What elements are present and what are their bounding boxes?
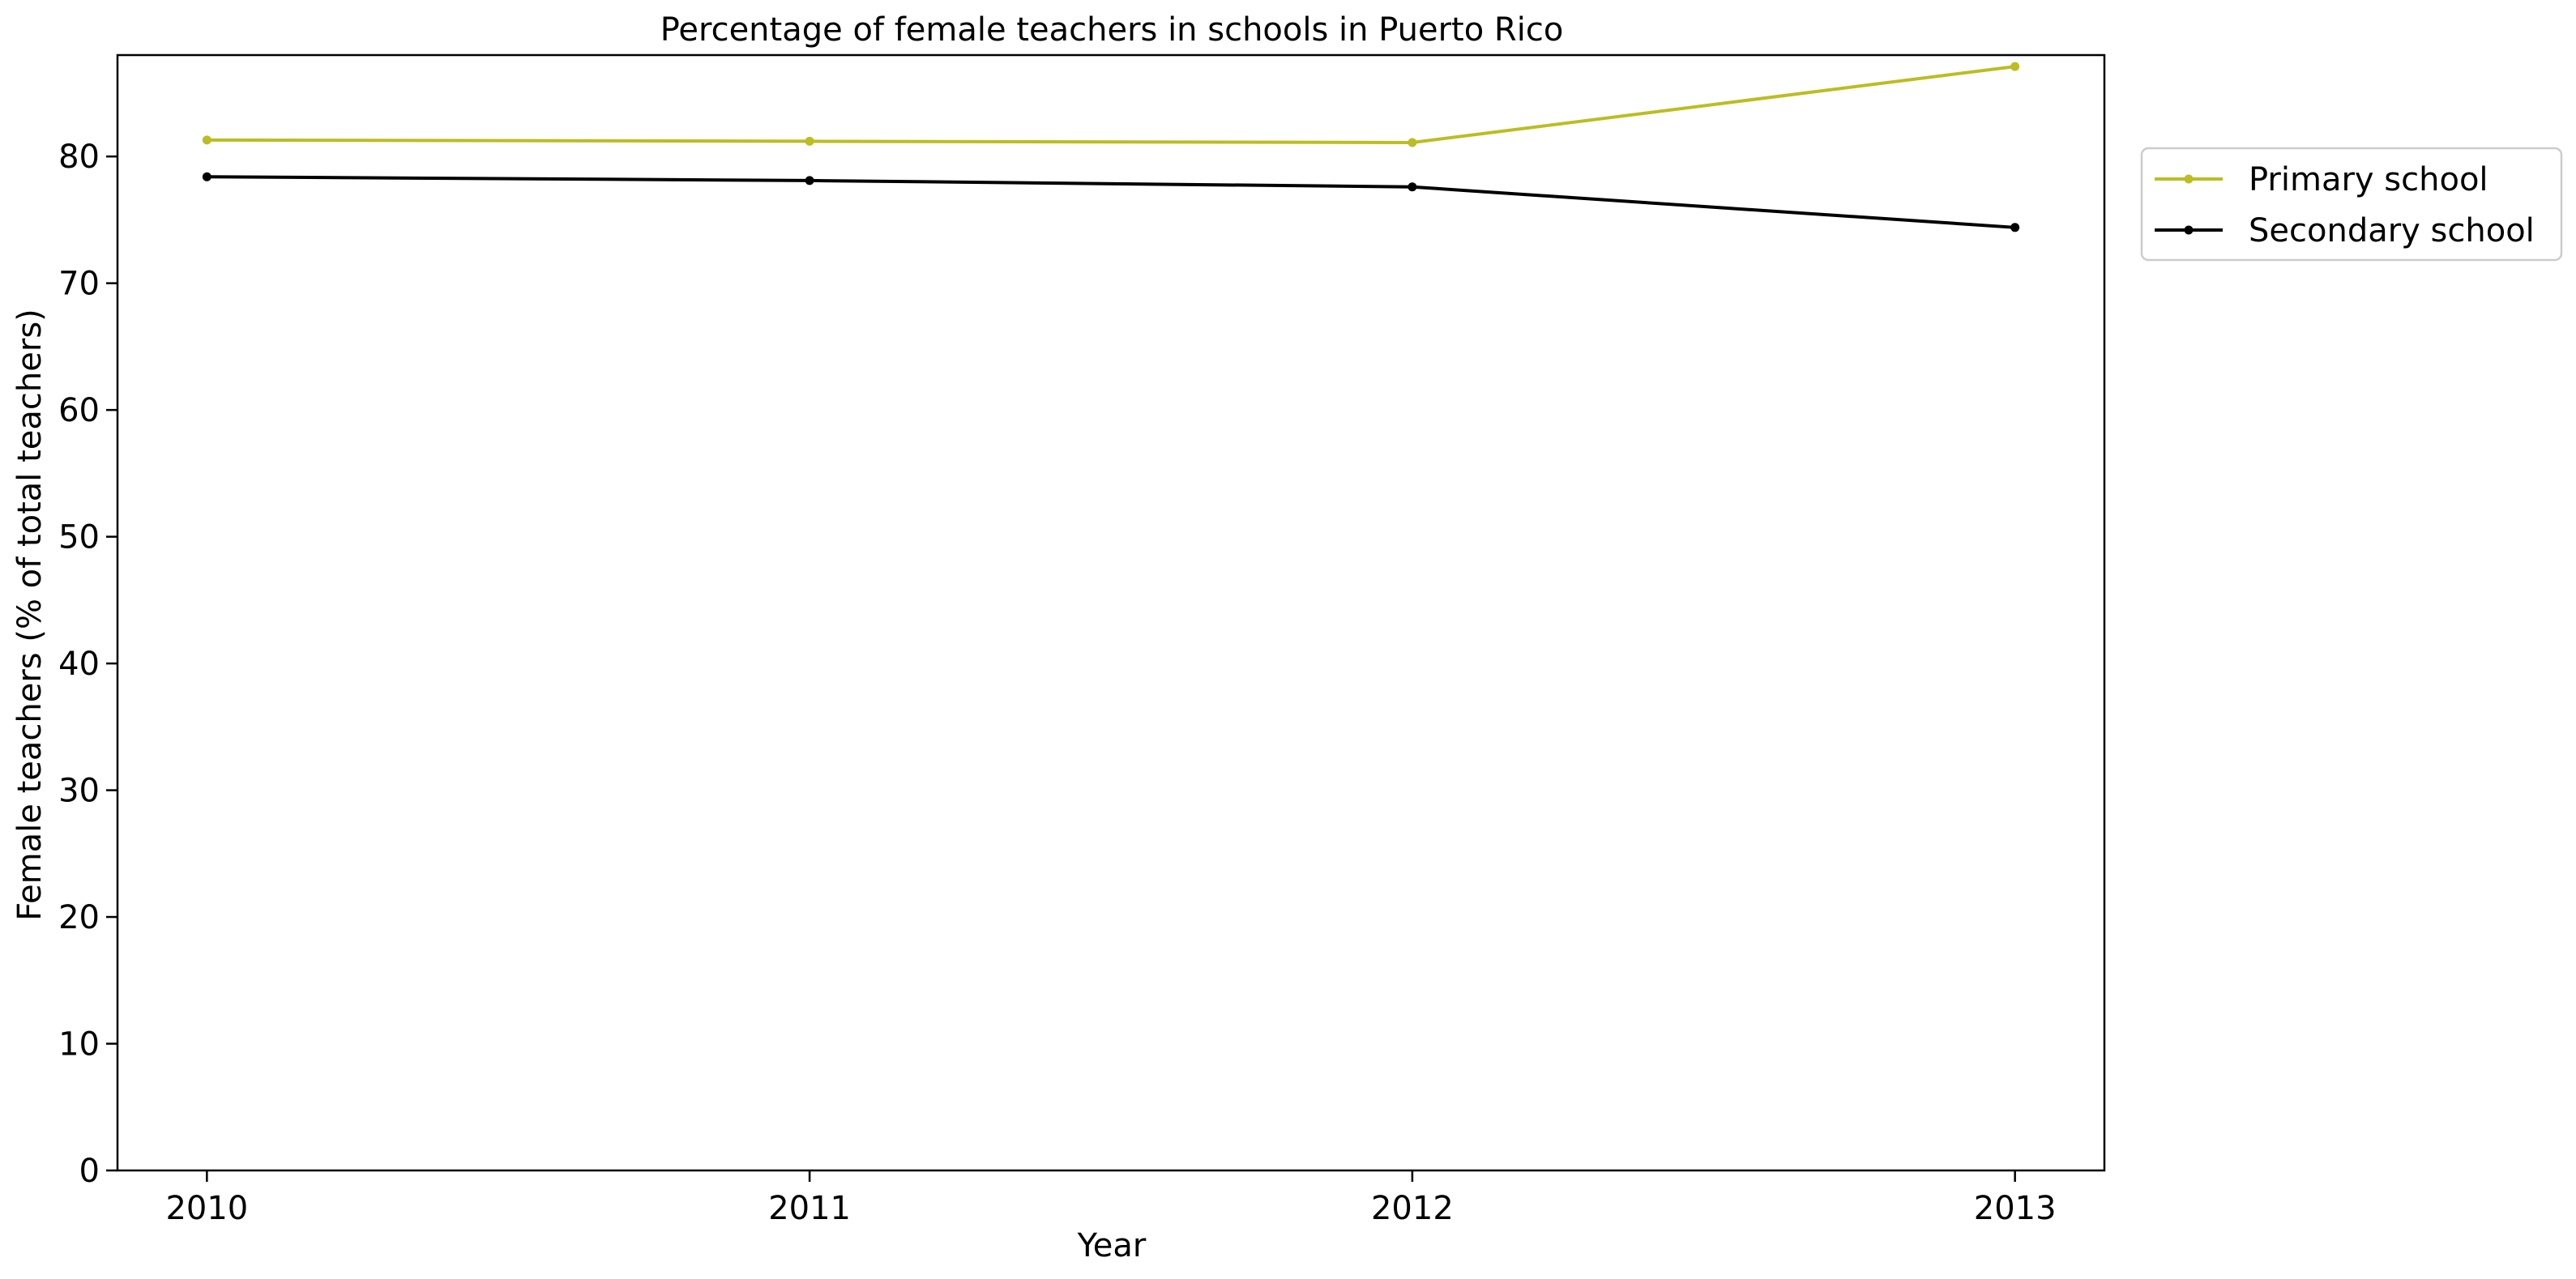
chart-title: Percentage of female teachers in schools… (660, 11, 1564, 49)
plot-frame (116, 53, 2106, 1172)
legend-box (2140, 147, 2563, 262)
data-point (202, 172, 211, 181)
y-tick-label: 10 (58, 1026, 100, 1064)
legend: Primary school Secondary school (2140, 147, 2563, 262)
y-tick-label: 80 (58, 139, 100, 176)
data-point (805, 176, 814, 185)
x-axis: 2010 2011 2012 2013 (165, 1170, 2057, 1227)
y-tick-label: 20 (58, 899, 100, 936)
legend-label: Secondary school (2249, 212, 2535, 249)
x-tick-label: 2011 (768, 1190, 851, 1227)
data-point (2010, 223, 2020, 232)
y-tick-label: 40 (58, 646, 100, 683)
y-axis-label: Female teachers (% of total teachers) (11, 309, 49, 921)
x-axis-label: Year (1077, 1227, 1147, 1264)
data-point (1408, 182, 1417, 192)
x-tick-label: 2010 (165, 1190, 248, 1227)
plot-area (202, 62, 2020, 232)
series-2 (202, 172, 2020, 232)
data-point (2010, 62, 2020, 71)
y-tick-label: 0 (79, 1153, 100, 1190)
legend-swatch-marker (2184, 225, 2194, 235)
x-tick-label: 2012 (1371, 1190, 1454, 1227)
legend-label: Primary school (2249, 161, 2488, 198)
y-tick-label: 30 (58, 773, 100, 810)
data-point (202, 135, 211, 145)
series-line (207, 175, 2015, 229)
y-tick-label: 60 (58, 392, 100, 429)
data-point (805, 136, 814, 146)
y-tick-label: 50 (58, 519, 100, 556)
legend-swatch-marker (2184, 174, 2194, 184)
y-tick-label: 70 (58, 266, 100, 303)
y-axis: 0 10 20 30 40 50 60 70 80 (58, 139, 117, 1190)
data-point (1408, 138, 1417, 147)
series-1 (202, 62, 2020, 147)
x-tick-label: 2013 (1974, 1190, 2057, 1227)
series-line (207, 65, 2015, 144)
